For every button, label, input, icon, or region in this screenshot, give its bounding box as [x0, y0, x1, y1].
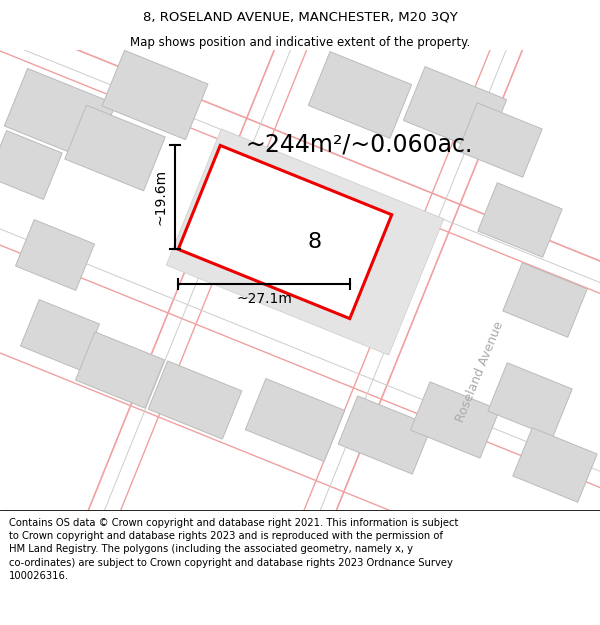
Polygon shape — [478, 182, 562, 258]
Polygon shape — [102, 51, 208, 139]
Polygon shape — [4, 69, 116, 161]
Polygon shape — [76, 332, 164, 408]
Text: 8, ROSELAND AVENUE, MANCHESTER, M20 3QY: 8, ROSELAND AVENUE, MANCHESTER, M20 3QY — [143, 11, 457, 24]
Text: 8: 8 — [308, 232, 322, 252]
Polygon shape — [488, 362, 572, 438]
Polygon shape — [148, 361, 242, 439]
Polygon shape — [458, 102, 542, 178]
Polygon shape — [178, 146, 392, 319]
Polygon shape — [166, 129, 444, 355]
Text: Roseland Avenue: Roseland Avenue — [454, 319, 506, 424]
Text: Contains OS data © Crown copyright and database right 2021. This information is : Contains OS data © Crown copyright and d… — [9, 518, 458, 581]
Polygon shape — [308, 52, 412, 138]
Polygon shape — [503, 262, 587, 338]
Text: ~244m²/~0.060ac.: ~244m²/~0.060ac. — [245, 132, 472, 156]
Polygon shape — [410, 382, 500, 458]
Polygon shape — [0, 131, 62, 199]
Polygon shape — [20, 299, 100, 371]
Polygon shape — [513, 428, 597, 503]
Polygon shape — [16, 219, 94, 291]
Polygon shape — [245, 379, 345, 461]
Text: ~19.6m: ~19.6m — [153, 169, 167, 226]
Text: ~27.1m: ~27.1m — [236, 292, 292, 306]
Text: Map shows position and indicative extent of the property.: Map shows position and indicative extent… — [130, 36, 470, 49]
Polygon shape — [403, 67, 506, 153]
Polygon shape — [65, 105, 165, 191]
Polygon shape — [338, 396, 432, 474]
